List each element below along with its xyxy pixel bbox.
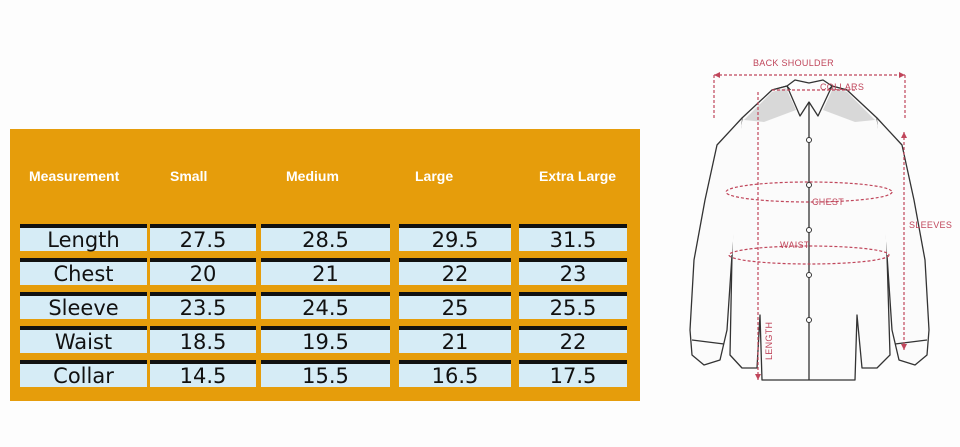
cell-sleeve-extra-large: 25.5 xyxy=(519,292,627,320)
header-measurement: Measurement xyxy=(29,168,120,184)
cell-waist-small: 18.5 xyxy=(150,326,256,354)
label-collars: COLLARS xyxy=(820,82,864,92)
cell-length-extra-large: 31.5 xyxy=(519,224,627,252)
measurement-lines xyxy=(713,74,906,380)
cell-sleeve-medium: 24.5 xyxy=(261,292,390,320)
cell-length-small: 27.5 xyxy=(150,224,256,252)
row-label-chest: Chest xyxy=(20,258,147,286)
row-label-sleeve: Sleeve xyxy=(20,292,147,320)
cell-sleeve-small: 23.5 xyxy=(150,292,256,320)
cell-collar-extra-large: 17.5 xyxy=(519,360,627,388)
label-length: LENGTH xyxy=(764,322,774,360)
column-medium: 28.5 21 24.5 19.5 15.5 xyxy=(261,224,390,392)
header-medium: Medium xyxy=(286,168,339,184)
cell-waist-large: 21 xyxy=(399,326,511,354)
header-small: Small xyxy=(170,168,208,184)
label-sleeves: SLEEVES xyxy=(909,220,952,230)
column-measurement: Length Chest Sleeve Waist Collar xyxy=(20,224,147,392)
cell-chest-large: 22 xyxy=(399,258,511,286)
buttons xyxy=(806,137,812,323)
cell-chest-small: 20 xyxy=(150,258,256,286)
cell-length-large: 29.5 xyxy=(399,224,511,252)
label-chest: CHEST xyxy=(812,197,844,207)
row-label-collar: Collar xyxy=(20,360,147,388)
row-label-waist: Waist xyxy=(20,326,147,354)
shirt-yoke-shading xyxy=(744,88,875,122)
cell-length-medium: 28.5 xyxy=(261,224,390,252)
shirt-outline xyxy=(689,79,930,381)
column-extra-large: 31.5 23 25.5 22 17.5 xyxy=(519,224,627,392)
cell-chest-extra-large: 23 xyxy=(519,258,627,286)
column-large: 29.5 22 25 21 16.5 xyxy=(399,224,511,392)
label-back-shoulder: BACK SHOULDER xyxy=(753,58,834,68)
cell-waist-medium: 19.5 xyxy=(261,326,390,354)
column-small: 27.5 20 23.5 18.5 14.5 xyxy=(150,224,256,392)
label-waist: WAIST xyxy=(780,240,810,250)
cell-sleeve-large: 25 xyxy=(399,292,511,320)
cell-waist-extra-large: 22 xyxy=(519,326,627,354)
cell-collar-large: 16.5 xyxy=(399,360,511,388)
size-chart-table: Measurement Small Medium Large Extra Lar… xyxy=(10,129,640,401)
shirt-measurement-diagram: BACK SHOULDER COLLARS CHEST WAIST SLEEVE… xyxy=(689,58,952,381)
cell-chest-medium: 21 xyxy=(261,258,390,286)
row-label-length: Length xyxy=(20,224,147,252)
cell-collar-small: 14.5 xyxy=(150,360,256,388)
measurement-arrows xyxy=(714,72,907,380)
header-large: Large xyxy=(415,168,454,184)
header-extra-large: Extra Large xyxy=(539,168,617,184)
cell-collar-medium: 15.5 xyxy=(261,360,390,388)
